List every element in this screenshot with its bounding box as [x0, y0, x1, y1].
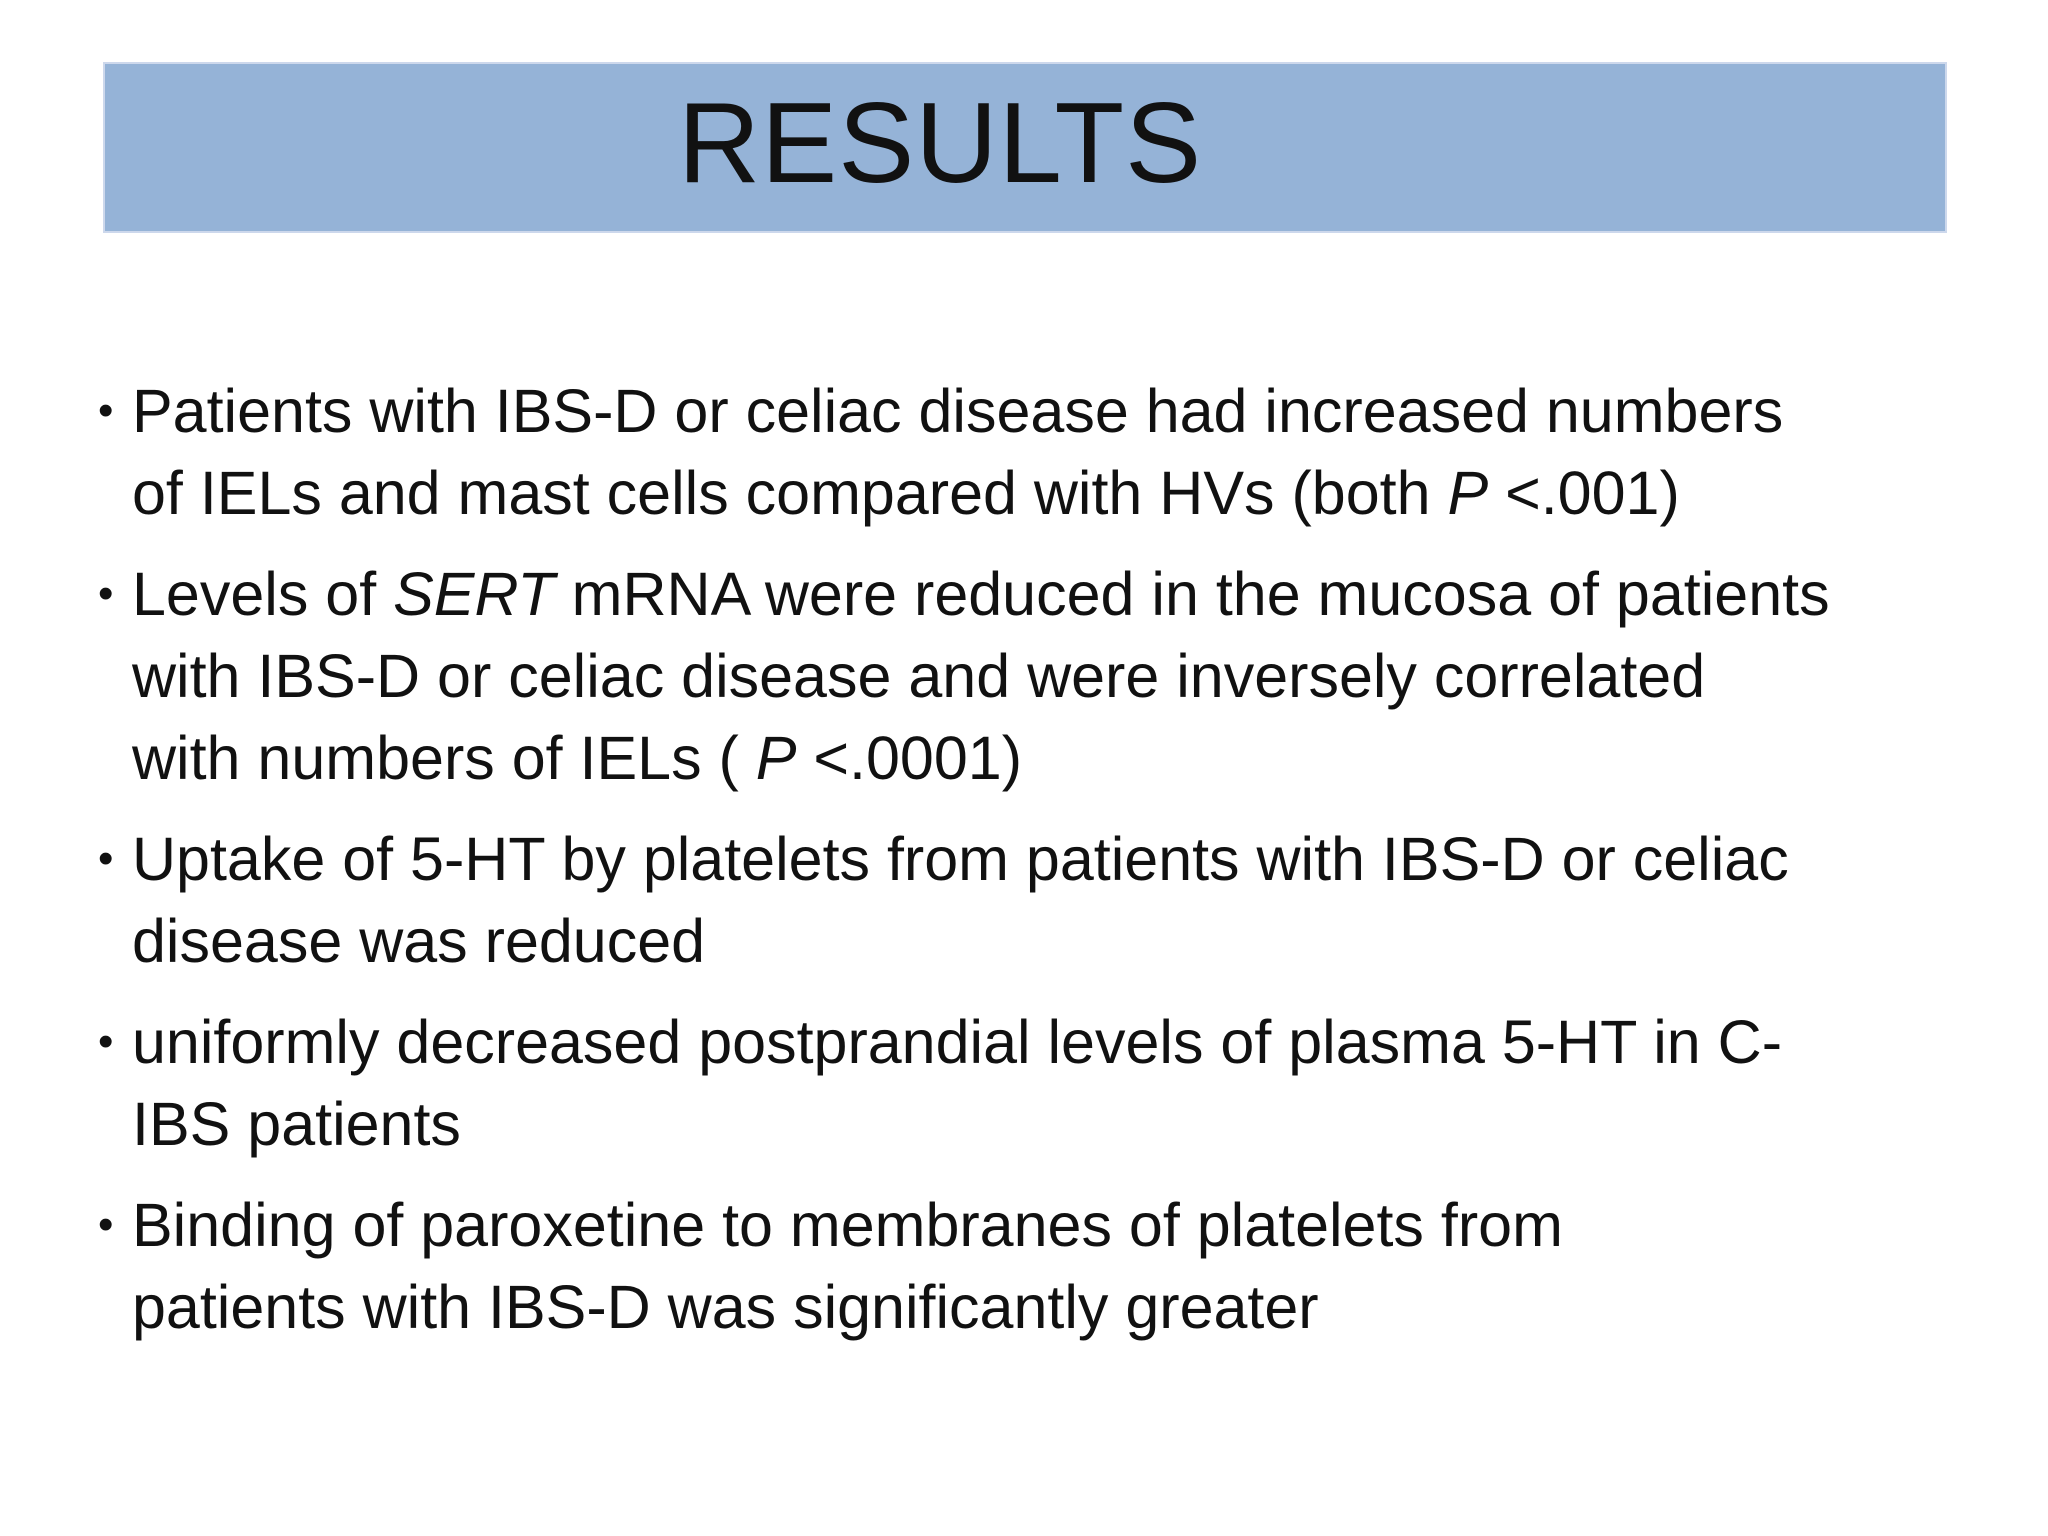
bullet-line: with numbers of IELs ( P <.0001): [132, 717, 2008, 799]
text-segment: of IELs and mast cells compared with HVs…: [132, 459, 1448, 527]
bullet-line: Levels of SERT mRNA were reduced in the …: [132, 553, 2008, 635]
text-segment: disease was reduced: [132, 907, 706, 975]
bullet-text: Patients with IBS-D or celiac disease ha…: [132, 370, 2008, 534]
bullet-line: Binding of paroxetine to membranes of pl…: [132, 1184, 2008, 1266]
bullet-icon: •: [98, 834, 114, 883]
bullet-icon: •: [98, 386, 114, 435]
text-segment: Binding of paroxetine to membranes of pl…: [132, 1191, 1563, 1259]
slide-title: RESULTS: [677, 79, 1203, 207]
bullet-line: of IELs and mast cells compared with HVs…: [132, 452, 2008, 534]
text-segment: with IBS-D or celiac disease and were in…: [132, 642, 1706, 710]
bullet-item: • Patients with IBS-D or celiac disease h…: [98, 370, 2008, 534]
bullet-item: • uniformly decreased postprandial levels…: [98, 1001, 2008, 1165]
text-segment: patients with IBS-D was significantly gr…: [132, 1273, 1319, 1341]
bullet-text: Levels of SERT mRNA were reduced in the …: [132, 553, 2008, 799]
bullet-list: • Patients with IBS-D or celiac disease h…: [98, 370, 2008, 1367]
italic-text: P: [1447, 459, 1489, 527]
bullet-item: • Uptake of 5-HT by platelets from patien…: [98, 818, 2008, 982]
text-segment: Uptake of 5-HT by platelets from patient…: [132, 825, 1789, 893]
bullet-item: • Binding of paroxetine to membranes of p…: [98, 1184, 2008, 1348]
bullet-line: Uptake of 5-HT by platelets from patient…: [132, 818, 2008, 900]
bullet-text: Binding of paroxetine to membranes of pl…: [132, 1184, 2008, 1348]
bullet-text: uniformly decreased postprandial levels …: [132, 1001, 2008, 1165]
bullet-line: IBS patients: [132, 1083, 2008, 1165]
title-bar: RESULTS: [103, 62, 1947, 233]
text-segment: mRNA were reduced in the mucosa of patie…: [554, 560, 1830, 628]
bullet-icon: •: [98, 569, 114, 618]
bullet-line: disease was reduced: [132, 900, 2008, 982]
bullet-line: patients with IBS-D was significantly gr…: [132, 1266, 2008, 1348]
text-segment: <.001): [1488, 459, 1680, 527]
text-segment: Patients with IBS-D or celiac disease ha…: [132, 377, 1784, 445]
italic-text: SERT: [393, 560, 555, 628]
text-segment: uniformly decreased postprandial levels …: [132, 1008, 1783, 1076]
bullet-line: uniformly decreased postprandial levels …: [132, 1001, 2008, 1083]
bullet-icon: •: [98, 1017, 114, 1066]
bullet-text: Uptake of 5-HT by platelets from patient…: [132, 818, 2008, 982]
text-segment: IBS patients: [132, 1090, 461, 1158]
bullet-line: Patients with IBS-D or celiac disease ha…: [132, 370, 2008, 452]
bullet-item: • Levels of SERT mRNA were reduced in the…: [98, 553, 2008, 799]
text-segment: Levels of: [132, 560, 394, 628]
bullet-icon: •: [98, 1200, 114, 1249]
text-segment: with numbers of IELs (: [132, 724, 756, 792]
text-segment: <.0001): [796, 724, 1023, 792]
italic-text: P: [755, 724, 797, 792]
bullet-line: with IBS-D or celiac disease and were in…: [132, 635, 2008, 717]
